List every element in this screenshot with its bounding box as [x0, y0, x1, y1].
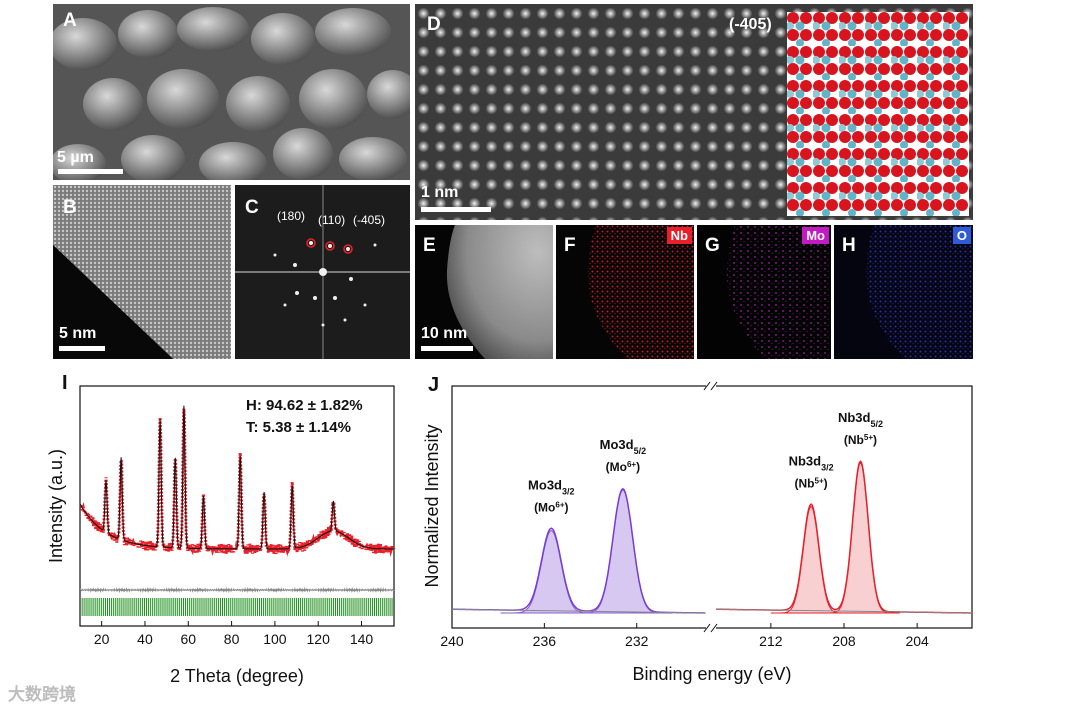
element-tag-mo: Mo — [802, 227, 829, 244]
xrd-xtick-label: 60 — [180, 631, 196, 647]
xrd-xtick-label: 120 — [307, 631, 331, 647]
plane-label-110: (110) — [318, 213, 346, 227]
xrd-difference-series — [79, 586, 395, 594]
panel-h-o-map: H O — [834, 225, 973, 359]
xps-xtick-label: 240 — [440, 633, 464, 649]
plane-label-405: (-405) — [353, 213, 386, 227]
xps-background-line — [451, 608, 707, 614]
xps-peak-fill — [500, 529, 601, 614]
xrd-bragg-positions — [81, 598, 393, 616]
panel-c-fft-pattern: C (180) (110) (-405) — [235, 185, 410, 359]
scale-bar — [421, 207, 491, 212]
panel-label-i: I — [62, 372, 68, 394]
eds-map-mo — [697, 225, 831, 359]
panel-label: D — [427, 14, 441, 35]
scale-bar-label: 5 nm — [59, 325, 97, 342]
xps-state-label: (Mo6+) — [606, 460, 640, 475]
xps-envelope-series — [452, 487, 705, 614]
xps-peak-label: Mo3d5/2 — [600, 437, 646, 456]
element-tag-o: O — [952, 227, 971, 244]
panel-a-sem-image: A 5 µm — [53, 4, 410, 180]
xps-state-label: (Nb5+) — [844, 433, 877, 448]
xrd-xlabel: 2 Theta (degree) — [170, 666, 304, 686]
panel-f-nb-map: F Nb — [556, 225, 694, 359]
xps-xtick-label: 232 — [625, 633, 649, 649]
plane-label-180: (180) — [277, 209, 306, 223]
panel-b-haadf-image: B 5 nm — [53, 185, 231, 359]
xps-xtick-label: 236 — [533, 633, 557, 649]
xrd-annotation-h: H: 94.62 ± 1.82% — [246, 397, 363, 414]
xps-peak-fill — [572, 489, 673, 614]
panel-d-atomic-image: D (-405) 1 nm — [415, 4, 973, 220]
xps-peak-fill — [820, 462, 900, 614]
panel-label: B — [63, 197, 77, 218]
element-tag-nb: Nb — [666, 227, 692, 244]
xps-xtick-label: 212 — [759, 633, 783, 649]
lattice-image — [53, 185, 231, 359]
axis-break — [703, 381, 718, 633]
watermark-text: 大数跨境 — [8, 685, 76, 704]
xps-peak-fill — [770, 505, 851, 614]
scale-bar-label: 5 µm — [57, 149, 94, 166]
plane-label: (-405) — [729, 16, 772, 33]
xrd-annotation-t: T: 5.38 ± 1.14% — [246, 419, 351, 436]
panel-label: A — [63, 10, 77, 31]
xps-state-label: (Mo6+) — [534, 500, 568, 515]
xps-xtick-label: 204 — [905, 633, 929, 649]
panel-e-stem-image: E 10 nm — [415, 225, 553, 359]
scale-bar — [421, 346, 473, 351]
panel-label-j: J — [428, 374, 440, 396]
scale-bar — [58, 169, 123, 174]
xrd-xtick-label: 40 — [137, 631, 153, 647]
panel-label: H — [842, 235, 856, 256]
xrd-xtick-label: 100 — [263, 631, 287, 647]
xrd-ylabel: Intensity (a.u.) — [46, 449, 66, 563]
fft-spots — [235, 185, 410, 359]
xps-peak-label: Nb3d5/2 — [838, 410, 883, 429]
xrd-xtick-label: 20 — [94, 631, 110, 647]
xrd-xtick-label: 140 — [350, 631, 374, 647]
crystal-structure-inset — [787, 12, 969, 216]
xps-state-label: (Nb5+) — [795, 476, 828, 491]
xrd-chart: 20 40 60 80 100 120 140 2 Theta (degree) Inten… — [46, 385, 396, 686]
eds-map-nb — [556, 225, 694, 359]
xps-envelope-series — [716, 460, 972, 614]
xps-chart: 240 236 232 212 208 204 Mo3d3/2 (Mo6+) Mo3d5/2 (… — [422, 381, 973, 684]
xrd-calculated-series — [79, 405, 394, 550]
particle-image — [415, 225, 553, 359]
crystal-structure-model — [787, 12, 969, 216]
xps-xlabel: Binding energy (eV) — [632, 664, 791, 684]
xrd-xtick-label: 80 — [224, 631, 240, 647]
eds-map-o — [834, 225, 973, 359]
scale-bar — [59, 346, 105, 351]
panel-g-mo-map: G Mo — [697, 225, 831, 359]
panel-label: C — [245, 197, 259, 218]
xps-peak-label: Mo3d3/2 — [528, 478, 574, 497]
scale-bar-label: 1 nm — [421, 184, 459, 201]
scale-bar-label: 10 nm — [421, 325, 468, 342]
xps-peak-label: Nb3d3/2 — [789, 454, 834, 473]
panel-label: E — [423, 235, 436, 256]
sem-texture — [53, 4, 410, 180]
panel-label: G — [705, 235, 720, 256]
xps-ylabel: Normalized Intensity — [422, 424, 442, 587]
panel-label: F — [564, 235, 576, 256]
xps-background-line — [715, 608, 973, 614]
xps-xtick-label: 208 — [832, 633, 856, 649]
